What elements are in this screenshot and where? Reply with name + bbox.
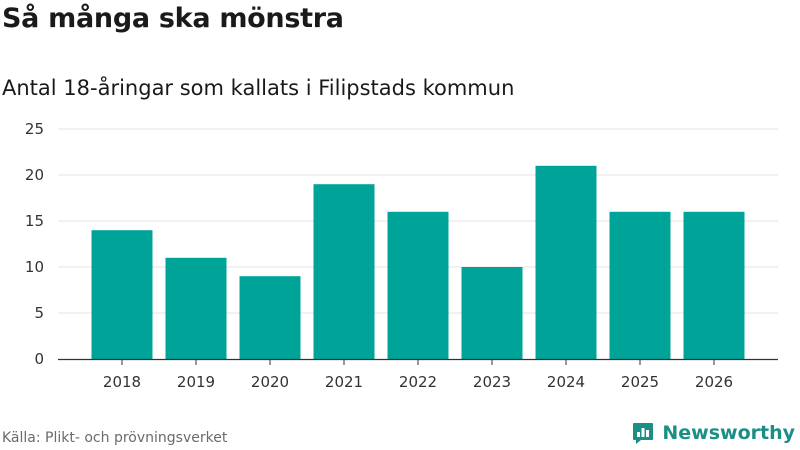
bar-2024	[535, 165, 597, 359]
x-tick-label: 2021	[325, 373, 363, 391]
y-tick-label: 15	[25, 212, 44, 230]
x-tick-label: 2023	[473, 373, 511, 391]
brand[interactable]: Newsworthy	[631, 421, 795, 445]
x-tick-labels: 2018 2019 2020 2021 2022 2023 2024 2025 2026	[103, 373, 733, 391]
bar-2026	[683, 211, 745, 359]
bars	[91, 165, 745, 359]
bar-2023	[461, 267, 523, 359]
x-tick-label: 2018	[103, 373, 141, 391]
y-tick-label: 5	[34, 304, 44, 322]
y-tick-labels: 0 5 10 15 20 25	[25, 120, 44, 368]
bar-2019	[165, 257, 227, 359]
x-tick-label: 2026	[695, 373, 733, 391]
x-tick-label: 2024	[547, 373, 585, 391]
x-tick-marks	[121, 359, 715, 365]
y-tick-label: 20	[25, 166, 44, 184]
bar-2022	[387, 211, 449, 359]
bar-2021	[313, 184, 375, 359]
chart-title: Så många ska mönstra	[2, 3, 344, 34]
y-tick-label: 0	[34, 350, 44, 368]
bar-2025	[609, 211, 671, 359]
source-note: Källa: Plikt- och prövningsverket	[2, 430, 228, 446]
brand-name: Newsworthy	[662, 422, 795, 444]
x-tick-label: 2022	[399, 373, 437, 391]
bar-2020	[239, 276, 301, 359]
chart-subtitle: Antal 18-åringar som kallats i Filipstad…	[2, 76, 515, 100]
y-tick-label: 25	[25, 120, 44, 138]
newsworthy-logo-icon	[633, 423, 654, 444]
bar-2018	[91, 230, 153, 359]
x-tick-label: 2025	[621, 373, 659, 391]
x-tick-label: 2019	[177, 373, 215, 391]
x-tick-label: 2020	[251, 373, 289, 391]
y-tick-label: 10	[25, 258, 44, 276]
